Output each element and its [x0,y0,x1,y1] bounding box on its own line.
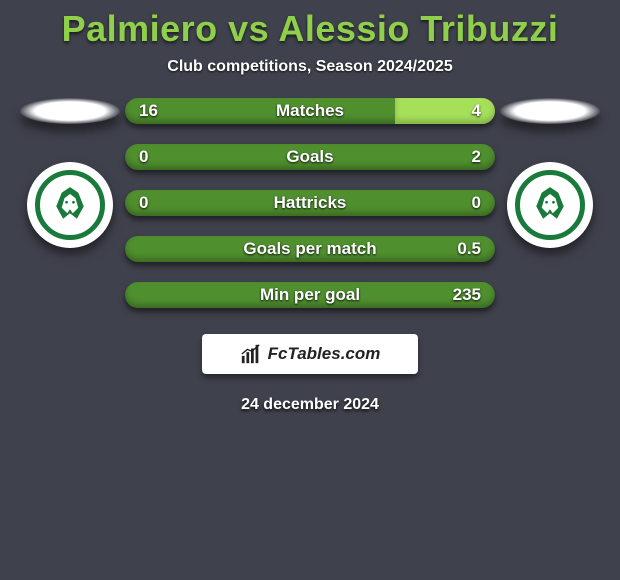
stat-value-left: 16 [139,101,158,121]
stat-label: Min per goal [260,285,360,305]
stat-label: Goals per match [243,239,376,259]
stat-bars: 16 Matches 4 0 Goals 2 0 Hattricks 0 Goals per ma… [125,98,495,308]
stat-value-left: 0 [139,193,148,213]
stat-value-left: 0 [139,147,148,167]
comparison-card: Palmiero vs Alessio Tribuzzi Club compet… [0,0,620,414]
wolf-badge-icon [35,170,105,240]
player-right-column [495,98,605,248]
stat-label: Goals [286,147,333,167]
stat-bar: Min per goal 235 [125,282,495,308]
main-row: 16 Matches 4 0 Goals 2 0 Hattricks 0 Goals per ma… [0,98,620,308]
stat-value-right: 235 [453,285,481,305]
brand-text: FcTables.com [268,344,381,364]
stat-bar: 16 Matches 4 [125,98,495,124]
stat-value-right: 4 [472,101,481,121]
stat-bar: 0 Goals 2 [125,144,495,170]
stat-value-right: 0 [472,193,481,213]
bar-chart-icon [240,343,262,365]
wolf-badge-icon [515,170,585,240]
stat-bar: 0 Hattricks 0 [125,190,495,216]
player-left-club-badge [27,162,113,248]
brand-logo[interactable]: FcTables.com [202,334,418,374]
stat-label: Matches [276,101,344,121]
stat-label: Hattricks [274,193,347,213]
stat-bar: Goals per match 0.5 [125,236,495,262]
player-left-photo-placeholder [20,98,120,124]
player-right-club-badge [507,162,593,248]
date-label: 24 december 2024 [0,396,620,414]
player-right-photo-placeholder [500,98,600,124]
stat-value-right: 0.5 [457,239,481,259]
player-left-column [15,98,125,248]
page-title: Palmiero vs Alessio Tribuzzi [0,8,620,50]
stat-value-right: 2 [472,147,481,167]
subtitle: Club competitions, Season 2024/2025 [0,58,620,76]
